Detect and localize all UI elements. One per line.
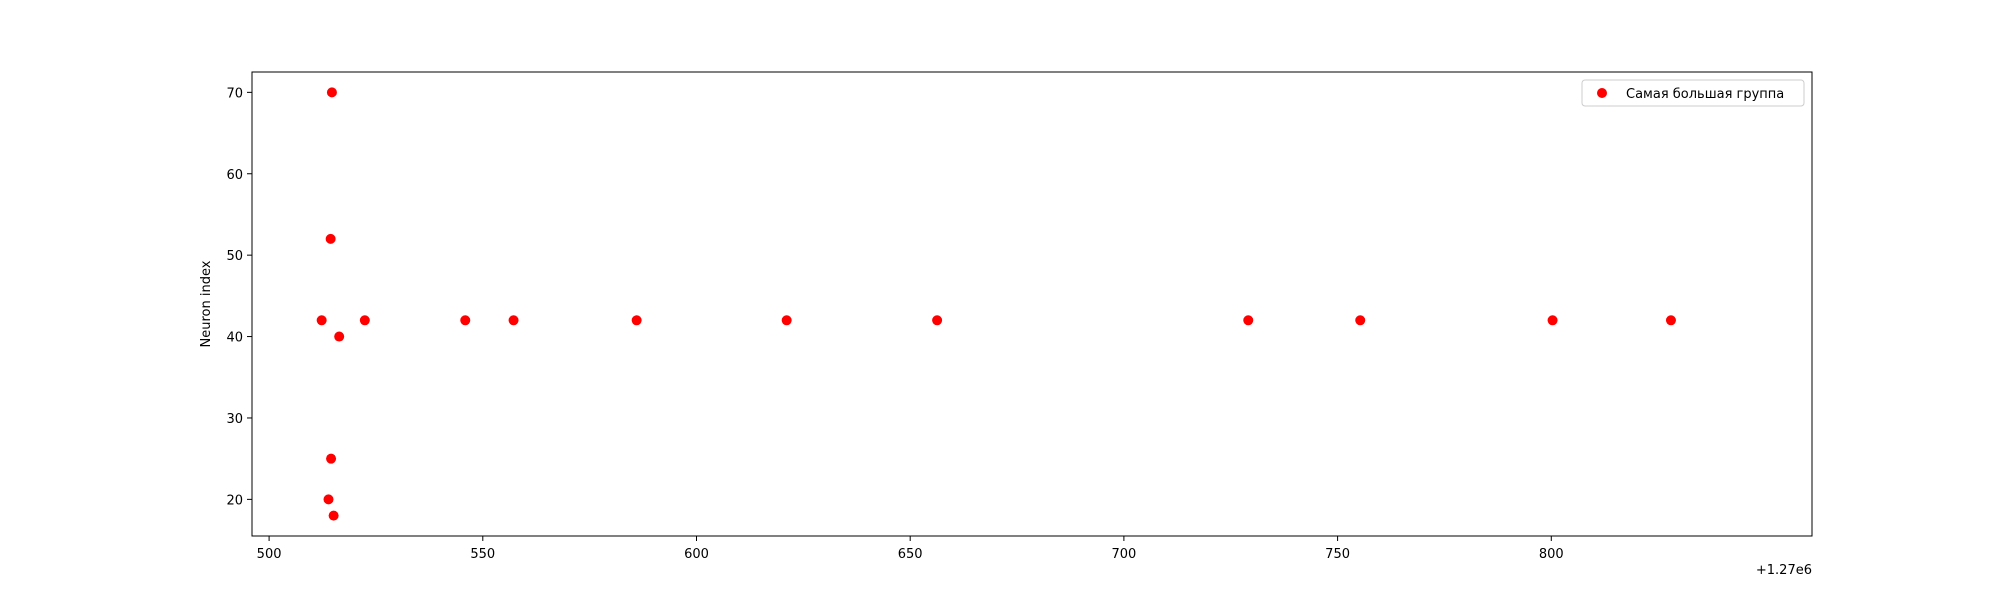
data-point (1243, 315, 1254, 326)
scatter-points (316, 87, 1676, 521)
data-point (316, 315, 327, 326)
data-point (325, 233, 336, 244)
x-tick-label: 700 (1111, 547, 1136, 562)
data-point (326, 453, 337, 464)
y-axis-label: Neuron index (199, 260, 214, 347)
x-tick-label: 500 (257, 547, 282, 562)
data-point (326, 87, 337, 98)
data-point (334, 331, 345, 342)
legend: Самая большая группа (1581, 79, 1805, 107)
x-tick-label: 750 (1325, 547, 1350, 562)
x-tick-label: 550 (470, 547, 495, 562)
data-point (781, 315, 792, 326)
plot-area (251, 71, 1813, 537)
data-point (1355, 315, 1366, 326)
y-tick-label: 30 (226, 412, 243, 427)
y-tick-label: 20 (226, 493, 243, 508)
y-tick-label: 60 (226, 168, 243, 183)
data-point (508, 315, 519, 326)
data-point (328, 510, 339, 521)
x-axis-ticks: 500 550 600 650 700 750 800 (257, 536, 1564, 562)
data-point (1547, 315, 1558, 326)
x-tick-label: 600 (684, 547, 709, 562)
legend-label: Самая большая группа (1626, 87, 1784, 102)
y-tick-label: 50 (226, 249, 243, 264)
data-point (932, 315, 943, 326)
legend-box (1581, 79, 1805, 107)
y-axis-ticks: 20 30 40 50 60 70 (226, 86, 252, 508)
data-point (1665, 315, 1676, 326)
legend-marker (1597, 88, 1607, 98)
x-tick-label: 650 (898, 547, 923, 562)
data-point (323, 494, 334, 505)
y-tick-label: 70 (226, 86, 243, 101)
data-point (359, 315, 370, 326)
x-axis-offset-label: +1.27e6 (1756, 563, 1812, 578)
x-tick-label: 800 (1539, 547, 1564, 562)
data-point (631, 315, 642, 326)
y-tick-label: 40 (226, 331, 243, 346)
data-point (460, 315, 471, 326)
